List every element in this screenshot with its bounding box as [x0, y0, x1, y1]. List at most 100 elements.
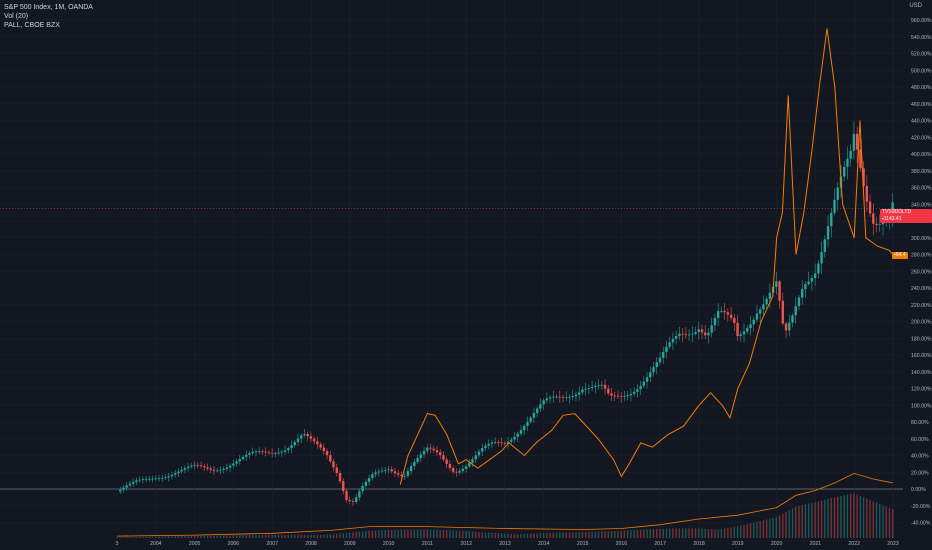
volume-bar: [323, 534, 325, 538]
candle-body: [342, 481, 345, 492]
volume-bar: [349, 532, 351, 538]
volume-bar: [155, 536, 157, 538]
candle-body: [590, 386, 594, 388]
volume-bar: [533, 533, 535, 538]
volume-bar: [694, 528, 697, 538]
volume-bar: [591, 531, 593, 538]
candle-body: [662, 351, 665, 358]
candle-body: [296, 438, 300, 442]
pall-line: [399, 28, 894, 485]
candle-body: [548, 397, 552, 399]
candle-body: [681, 333, 684, 335]
volume-bar: [539, 533, 542, 538]
volume-bar: [184, 536, 186, 538]
candle-body: [716, 311, 720, 318]
time-axis[interactable]: 3 2004 2005 2006 2007 2008 2009 2010 2011 2012 201…: [116, 541, 899, 547]
volume-bar: [119, 537, 121, 538]
volume-bar: [740, 525, 742, 538]
candle-body: [151, 478, 154, 480]
volume-bar: [578, 532, 580, 538]
volume-bar: [465, 531, 467, 538]
legend-volume[interactable]: Vol (20): [4, 13, 29, 20]
x-tick-label: 2022: [848, 541, 860, 547]
candle-body: [830, 212, 833, 227]
volume-bar: [355, 531, 357, 538]
candle-body: [506, 441, 510, 444]
volume-bar: [891, 508, 894, 538]
candle-body: [131, 481, 135, 484]
candle-body: [623, 396, 626, 398]
legend-compare[interactable]: PALL, CBOE BZX: [4, 22, 60, 29]
volume-bar: [782, 513, 784, 538]
candle-body: [406, 471, 410, 476]
volume-bar: [135, 536, 138, 538]
volume-bar: [862, 497, 865, 538]
y-tick-label: 360.00%: [911, 186, 932, 192]
candle-body: [852, 133, 856, 151]
volume-bar: [604, 531, 606, 538]
candle-body: [338, 472, 342, 482]
candle-body: [222, 468, 225, 470]
candle-body: [733, 317, 736, 323]
candle-body: [516, 433, 519, 437]
volume-bar: [129, 537, 131, 538]
candle-body: [736, 322, 739, 337]
candle-body: [125, 485, 128, 488]
volume-bar: [885, 506, 887, 538]
candle-body: [448, 463, 452, 468]
candle-body: [409, 466, 413, 472]
candle-body: [316, 441, 319, 445]
candle-body: [164, 477, 167, 479]
volume-bar: [581, 532, 584, 538]
candle-body: [810, 278, 814, 282]
candle-body: [309, 436, 313, 439]
candle-body: [729, 314, 733, 318]
candle-body: [649, 372, 652, 378]
legend-main[interactable]: S&P 500 Index, 1M, OANDA: [4, 4, 93, 11]
volume-bar: [410, 529, 412, 538]
volume-bar: [837, 496, 839, 538]
candle-body: [813, 273, 817, 279]
volume-bar: [358, 531, 361, 538]
candle-body: [875, 223, 878, 226]
candle-body: [280, 451, 284, 453]
volume-bar: [772, 517, 774, 538]
volume-bar: [723, 528, 726, 538]
y-tick-label: 40.00%: [911, 454, 929, 460]
volume-bar: [187, 536, 189, 538]
candle-body: [258, 451, 261, 453]
candle-body: [542, 400, 545, 405]
price-axis[interactable]: -40.00% -20.00% 0.00% 20.00% 40.00% 60.00% 80.…: [911, 18, 932, 527]
volume-bar: [733, 526, 736, 538]
candle-body: [619, 396, 623, 397]
volume-bar: [753, 522, 755, 538]
candle-body: [190, 465, 193, 467]
volume-bar: [381, 530, 383, 538]
candle-body: [348, 499, 351, 502]
volume-bar: [132, 537, 134, 538]
volume-bar: [174, 536, 176, 538]
candle-body: [141, 479, 145, 481]
candle-body: [881, 222, 885, 225]
volume-bar: [720, 528, 723, 538]
candle-body: [710, 325, 713, 333]
volume-bar: [769, 518, 771, 538]
volume-bar: [500, 533, 503, 538]
candle-body: [616, 395, 620, 397]
candle-body: [642, 381, 646, 386]
candle-body: [577, 392, 581, 395]
x-tick-label: 2004: [150, 541, 162, 547]
volume-bar: [597, 531, 600, 538]
candle-body: [329, 455, 332, 462]
candle-body: [529, 417, 532, 422]
volume-bar: [255, 534, 257, 538]
volume-bar: [869, 500, 871, 538]
volume-bar: [277, 534, 280, 538]
y-tick-label: 60.00%: [911, 437, 929, 443]
volume-bar: [468, 531, 470, 538]
candle-body: [749, 324, 752, 329]
y-tick-label: -40.00%: [911, 521, 931, 527]
candle-body: [707, 332, 710, 336]
candle-body: [878, 224, 881, 226]
